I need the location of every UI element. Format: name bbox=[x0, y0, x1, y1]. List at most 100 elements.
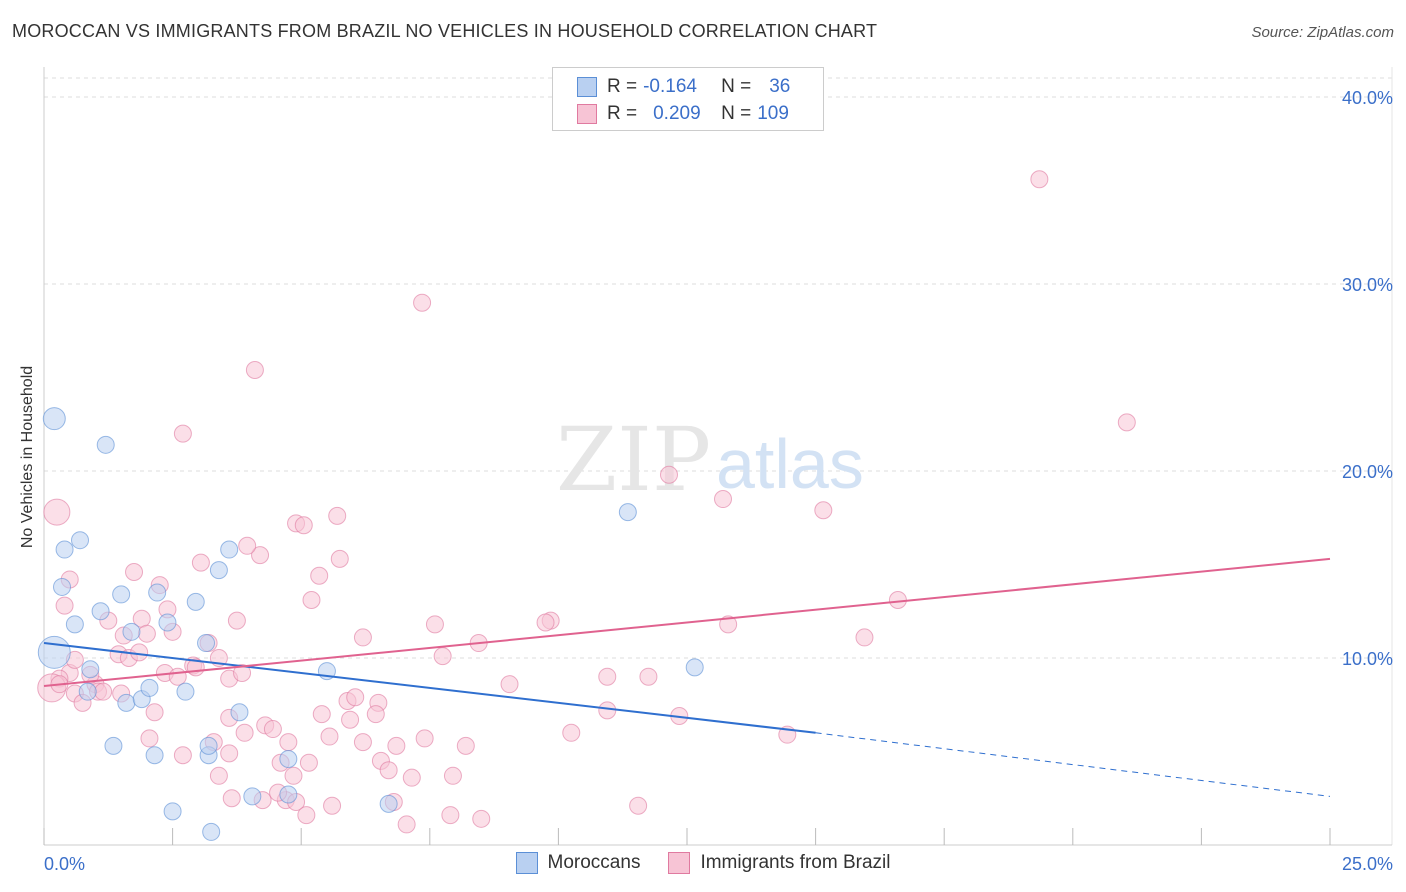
data-point bbox=[341, 710, 360, 729]
data-point bbox=[302, 591, 321, 610]
data-point bbox=[279, 749, 298, 768]
data-point bbox=[71, 531, 90, 550]
data-point bbox=[284, 766, 303, 785]
data-point bbox=[618, 503, 637, 522]
data-point bbox=[312, 705, 331, 724]
data-point bbox=[112, 585, 131, 604]
data-point bbox=[299, 753, 318, 772]
data-point bbox=[37, 635, 71, 669]
data-point bbox=[191, 553, 210, 572]
data-point bbox=[714, 490, 733, 509]
data-point bbox=[297, 806, 316, 825]
data-point bbox=[220, 744, 239, 763]
data-point bbox=[353, 733, 372, 752]
data-point bbox=[227, 611, 246, 630]
data-point bbox=[222, 789, 241, 808]
data-point bbox=[209, 766, 228, 785]
data-point bbox=[279, 733, 298, 752]
data-point bbox=[387, 736, 406, 755]
data-point bbox=[104, 736, 123, 755]
x-tick-label: 25.0% bbox=[1342, 854, 1393, 874]
data-point bbox=[263, 720, 282, 739]
data-point bbox=[685, 658, 704, 677]
legend-row-moroccans: R = -0.164 N = 36 bbox=[577, 75, 790, 99]
data-point bbox=[168, 667, 187, 686]
data-point bbox=[55, 540, 74, 559]
data-point bbox=[145, 703, 164, 722]
data-point bbox=[96, 435, 115, 454]
data-point bbox=[855, 628, 874, 647]
data-point bbox=[137, 624, 156, 643]
data-point bbox=[433, 647, 452, 666]
data-point bbox=[65, 615, 84, 634]
y-tick-label: 20.0% bbox=[1342, 462, 1393, 482]
data-point bbox=[55, 596, 74, 615]
series-moroccans bbox=[37, 407, 704, 841]
y-tick-label: 30.0% bbox=[1342, 275, 1393, 295]
trend-line bbox=[43, 642, 816, 734]
data-point bbox=[78, 682, 97, 701]
data-point bbox=[148, 583, 167, 602]
data-point bbox=[397, 815, 416, 834]
legend-r-label: R = bbox=[607, 103, 638, 124]
data-point bbox=[536, 613, 555, 632]
legend-label-moroccans: Moroccans bbox=[547, 852, 641, 873]
legend-item-brazil[interactable]: Immigrants from Brazil bbox=[668, 852, 890, 874]
data-point bbox=[209, 561, 228, 580]
legend-n-label: N = bbox=[721, 76, 752, 97]
watermark-atlas: atlas bbox=[716, 425, 864, 503]
data-point bbox=[220, 540, 239, 559]
legend-n-value: 36 bbox=[769, 76, 791, 97]
data-point bbox=[346, 688, 365, 707]
data-point bbox=[233, 663, 252, 682]
data-point bbox=[294, 516, 313, 535]
data-point bbox=[659, 465, 678, 484]
data-point bbox=[500, 675, 519, 694]
data-point bbox=[81, 660, 100, 679]
data-point bbox=[145, 746, 164, 765]
legend-swatch-moroccans bbox=[515, 852, 538, 874]
data-point bbox=[330, 549, 349, 568]
legend-item-moroccans[interactable]: Moroccans bbox=[515, 852, 641, 874]
data-point bbox=[125, 562, 144, 581]
data-point bbox=[230, 703, 249, 722]
data-point bbox=[251, 546, 270, 565]
data-point bbox=[320, 727, 339, 746]
data-point bbox=[413, 293, 432, 312]
data-point bbox=[94, 682, 113, 701]
data-point bbox=[279, 785, 298, 804]
legend-r-value: -0.164 bbox=[643, 76, 697, 97]
legend-swatch-brazil bbox=[668, 852, 691, 874]
data-point bbox=[1030, 170, 1049, 189]
data-point bbox=[197, 634, 216, 653]
data-point bbox=[199, 736, 218, 755]
data-point bbox=[235, 723, 254, 742]
data-point bbox=[629, 796, 648, 815]
legend-r-value: 0.209 bbox=[653, 103, 701, 124]
data-point bbox=[173, 424, 192, 443]
data-point bbox=[562, 723, 581, 742]
data-point bbox=[598, 667, 617, 686]
legend-label-brazil: Immigrants from Brazil bbox=[700, 852, 891, 873]
data-point bbox=[441, 806, 460, 825]
data-point bbox=[328, 506, 347, 525]
data-point bbox=[639, 667, 658, 686]
x-tick-label: 0.0% bbox=[44, 854, 85, 874]
data-point bbox=[425, 615, 444, 634]
data-point bbox=[310, 566, 329, 585]
data-point bbox=[472, 809, 491, 828]
trend-line bbox=[43, 557, 1331, 688]
legend-n-label: N = bbox=[721, 103, 752, 124]
watermark: ZIP atlas bbox=[556, 408, 864, 511]
data-point bbox=[402, 768, 421, 787]
y-tick-label: 40.0% bbox=[1342, 88, 1393, 108]
data-point bbox=[353, 628, 372, 647]
legend-r-label: R = bbox=[607, 76, 638, 97]
data-point bbox=[238, 536, 257, 555]
data-point bbox=[53, 577, 72, 596]
data-point bbox=[323, 796, 342, 815]
data-point bbox=[1117, 413, 1136, 432]
chart-title: MOROCCAN VS IMMIGRANTS FROM BRAZIL NO VE… bbox=[12, 21, 878, 41]
data-point bbox=[117, 693, 136, 712]
